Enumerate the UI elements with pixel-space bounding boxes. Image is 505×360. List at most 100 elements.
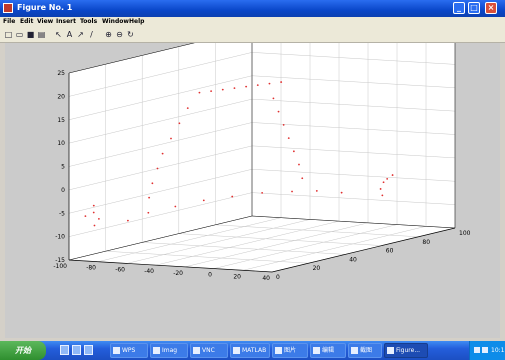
zoom-in-icon[interactable]: ⊕: [105, 30, 112, 39]
menu-insert[interactable]: Insert: [56, 18, 76, 25]
select-arrow-icon[interactable]: ↖: [55, 30, 62, 39]
z-tick-label: 15: [57, 117, 65, 124]
zoom-out-icon[interactable]: ⊖: [116, 30, 123, 39]
menu-window[interactable]: Window: [102, 18, 129, 25]
open-icon[interactable]: ▭: [15, 30, 24, 39]
print-icon[interactable]: ▤: [37, 30, 46, 39]
data-point: [151, 182, 154, 185]
data-point: [291, 190, 293, 193]
data-point: [381, 194, 384, 197]
x-tick-label: 0: [208, 272, 212, 279]
grid-line: [142, 242, 346, 255]
save-icon[interactable]: ■: [26, 30, 35, 39]
grid-line: [178, 233, 382, 246]
y-tick-label: 80: [422, 239, 430, 246]
3d-scatter-plot[interactable]: -100 -80 -60 -40 -20 0 20 40 020406080100-15-10-…: [5, 43, 500, 338]
data-point: [93, 224, 96, 227]
floor-pane: [69, 216, 455, 272]
y-axis: [271, 227, 456, 273]
app-icon: [313, 347, 320, 354]
desktop-icon[interactable]: [72, 345, 81, 355]
data-point: [202, 199, 205, 202]
x-tick-label: -20: [173, 270, 183, 277]
insert-line-icon[interactable]: /: [90, 30, 93, 39]
z-tick-label: 25: [57, 70, 65, 77]
x-tick-label: -60: [115, 266, 125, 273]
volume-icon[interactable]: [474, 347, 480, 353]
insert-text-icon[interactable]: A: [66, 30, 73, 39]
data-point: [386, 177, 389, 180]
z-tick-label: -5: [59, 210, 65, 217]
taskbar-button-editor[interactable]: 编辑: [310, 343, 346, 358]
data-point: [186, 107, 189, 110]
y-tick-label: 0: [276, 274, 280, 281]
taskbar-button-pictures[interactable]: 图片: [272, 343, 308, 358]
x-axis: [68, 259, 273, 273]
data-point: [391, 174, 394, 176]
close-button[interactable]: ×: [485, 2, 497, 14]
maximize-button[interactable]: □: [468, 2, 480, 14]
y-tick-label: 100: [459, 230, 471, 237]
folder-icon: [275, 347, 282, 354]
x-tick-label: 20: [233, 273, 241, 280]
app-icon: [153, 347, 160, 354]
window-titlebar[interactable]: Figure No. 1 _ □ ×: [0, 0, 505, 17]
start-button[interactable]: 开始: [0, 341, 46, 360]
grid-line: [251, 52, 456, 65]
taskbar-button-capture[interactable]: 截图: [348, 343, 382, 358]
taskbar-button-wps[interactable]: WPS: [110, 343, 148, 358]
insert-arrow-icon[interactable]: ↗: [77, 30, 84, 39]
grid-line: [251, 122, 456, 135]
y-tick-label: 60: [386, 248, 394, 255]
figure-icon: [387, 347, 394, 354]
grid-line: [251, 75, 456, 88]
data-point: [233, 87, 236, 89]
taskbar-button-vnc[interactable]: VNC: [190, 343, 228, 358]
grid-line: [213, 224, 398, 269]
network-icon[interactable]: [482, 347, 488, 353]
ie-icon[interactable]: [60, 345, 69, 355]
new-icon[interactable]: □: [4, 30, 13, 39]
system-tray: 10:15: [469, 341, 505, 360]
app-icon: [113, 347, 120, 354]
app-icon: [193, 347, 200, 354]
grid-line: [215, 224, 419, 238]
taskbar-button-matlab[interactable]: MATLAB: [230, 343, 270, 358]
figure-canvas[interactable]: -100 -80 -60 -40 -20 0 20 40 0 20 40 60 80 100 -15 -10-…: [5, 43, 500, 338]
data-point: [268, 82, 271, 85]
y-tick-label: 40: [349, 256, 357, 263]
grid-line: [68, 52, 253, 97]
data-point: [84, 215, 87, 218]
grid-line: [68, 145, 253, 191]
menu-edit[interactable]: Edit: [20, 18, 34, 25]
data-point: [147, 211, 150, 214]
minimize-button[interactable]: _: [453, 2, 465, 14]
grid-line: [97, 217, 282, 262]
data-point: [292, 150, 295, 153]
z-tick-label: 0: [61, 187, 65, 194]
grid-line: [126, 219, 311, 264]
grid-line: [68, 169, 253, 214]
data-point: [98, 217, 100, 220]
grid-line: [68, 75, 253, 120]
clock: 10:15: [491, 347, 505, 354]
menu-file[interactable]: File: [3, 18, 16, 25]
grid-line: [105, 250, 309, 264]
grid-line: [68, 98, 253, 144]
menu-help[interactable]: Help: [129, 18, 145, 25]
media-icon[interactable]: [84, 345, 93, 355]
back-wall-pane: [252, 43, 455, 228]
z-tick-label: -15: [55, 257, 65, 264]
menu-bar: File Edit View Insert Tools Window Help: [0, 17, 505, 28]
grid-line: [251, 145, 456, 159]
menu-tools[interactable]: Tools: [80, 18, 98, 25]
matlab-figure-icon: [3, 3, 13, 13]
taskbar-button-imag[interactable]: Imag: [150, 343, 188, 358]
data-point: [261, 191, 264, 194]
grid-line: [68, 192, 253, 237]
data-point: [282, 123, 285, 126]
data-point: [340, 191, 343, 194]
taskbar-button-figure[interactable]: Figure...: [384, 343, 428, 358]
rotate-3d-icon[interactable]: ↻: [127, 30, 134, 39]
menu-view[interactable]: View: [37, 18, 54, 25]
